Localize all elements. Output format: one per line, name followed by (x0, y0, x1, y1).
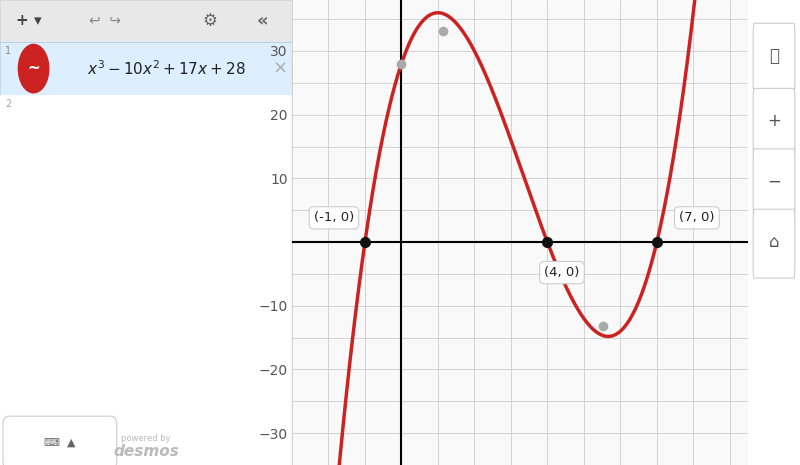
Text: −: − (767, 173, 781, 190)
FancyBboxPatch shape (754, 23, 794, 92)
Text: powered by: powered by (121, 433, 171, 443)
Text: ~: ~ (27, 61, 40, 76)
Circle shape (18, 45, 49, 93)
Text: (7, 0): (7, 0) (679, 212, 714, 224)
Text: (4, 0): (4, 0) (544, 266, 580, 279)
FancyBboxPatch shape (0, 42, 292, 95)
FancyBboxPatch shape (3, 416, 117, 465)
Text: +: + (767, 112, 781, 130)
Text: (-1, 0): (-1, 0) (314, 212, 354, 224)
Text: desmos: desmos (113, 445, 179, 459)
Text: ↩  ↪: ↩ ↪ (89, 14, 121, 28)
Text: + ▾: + ▾ (16, 13, 42, 28)
FancyBboxPatch shape (754, 88, 794, 157)
FancyBboxPatch shape (0, 42, 292, 44)
FancyBboxPatch shape (754, 149, 794, 218)
Text: ×: × (273, 60, 288, 78)
Text: «: « (257, 12, 269, 30)
Text: $x^3 - 10x^2 + 17x + 28$: $x^3 - 10x^2 + 17x + 28$ (87, 59, 246, 78)
Text: 🔧: 🔧 (769, 47, 779, 65)
Text: 1: 1 (6, 46, 11, 56)
FancyBboxPatch shape (754, 209, 794, 278)
Text: 2: 2 (6, 99, 11, 109)
Text: ⌨  ▲: ⌨ ▲ (44, 438, 76, 448)
FancyBboxPatch shape (0, 0, 292, 42)
Text: ⌂: ⌂ (769, 233, 779, 251)
Text: ⚙: ⚙ (203, 12, 218, 30)
FancyBboxPatch shape (0, 95, 292, 151)
